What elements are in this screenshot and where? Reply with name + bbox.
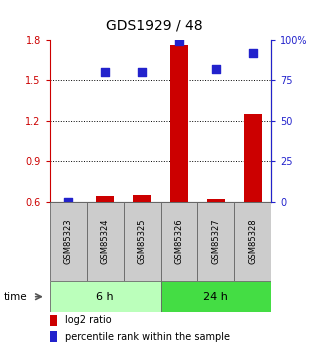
Text: GSM85325: GSM85325 — [137, 219, 147, 264]
Bar — [197, 202, 234, 281]
Point — [250, 50, 256, 56]
Bar — [50, 315, 57, 326]
Bar — [96, 196, 114, 202]
Text: log2 ratio: log2 ratio — [65, 315, 112, 325]
Text: GSM85324: GSM85324 — [100, 219, 110, 264]
Point — [140, 69, 145, 75]
Text: percentile rank within the sample: percentile rank within the sample — [65, 332, 230, 342]
Bar — [160, 281, 271, 312]
Bar — [133, 195, 151, 202]
Text: 6 h: 6 h — [96, 292, 114, 302]
Text: GSM85327: GSM85327 — [211, 219, 221, 264]
Bar — [124, 202, 160, 281]
Point — [66, 199, 71, 205]
Text: GSM85328: GSM85328 — [248, 219, 257, 264]
Bar — [50, 202, 87, 281]
Bar — [244, 114, 262, 202]
Point — [177, 39, 182, 44]
Bar — [207, 199, 225, 202]
Text: time: time — [3, 292, 27, 302]
Text: GSM85326: GSM85326 — [174, 219, 184, 264]
Point — [102, 69, 108, 75]
Text: GDS1929 / 48: GDS1929 / 48 — [106, 19, 203, 33]
Text: 24 h: 24 h — [204, 292, 228, 302]
Bar — [50, 331, 57, 342]
Bar — [160, 202, 197, 281]
Bar — [87, 202, 124, 281]
Bar — [234, 202, 271, 281]
Text: GSM85323: GSM85323 — [64, 219, 73, 264]
Point — [213, 66, 218, 72]
Bar — [170, 45, 188, 202]
Bar — [50, 281, 160, 312]
